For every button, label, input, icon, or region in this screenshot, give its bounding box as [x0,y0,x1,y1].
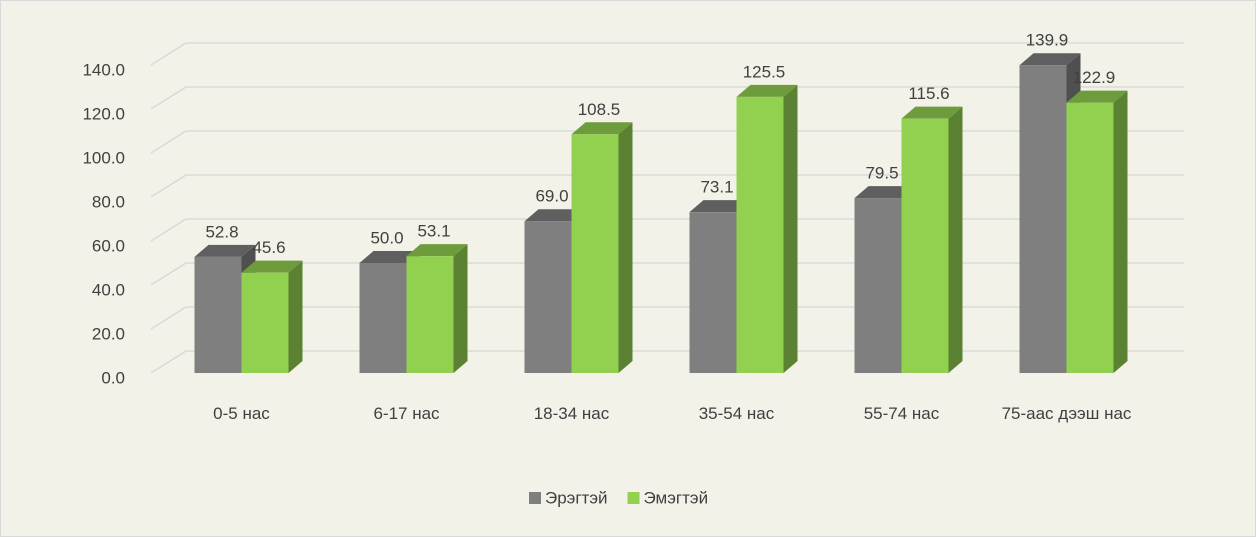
value-label: 79.5 [865,164,898,183]
bar-top [854,186,916,199]
value-label: 122.9 [1073,68,1116,87]
grid-line [150,350,1184,374]
x-tick-label: 18-34 нас [533,404,610,423]
bar-top [736,84,798,97]
y-tick-label: 0.0 [101,368,125,387]
bar [1066,102,1114,374]
grid-line [150,86,1184,110]
bar-top [571,122,633,135]
bar [194,256,242,373]
bar-top [194,244,256,257]
bar [736,96,784,374]
bar-top [1019,53,1081,66]
x-tick-label: 6-17 нас [373,404,440,423]
bar-top [1066,90,1128,103]
grid-line [150,42,1184,66]
value-label: 69.0 [535,187,568,206]
y-tick-label: 140.0 [82,60,125,79]
bar [571,134,619,373]
y-tick-label: 100.0 [82,148,125,167]
value-label: 52.8 [205,222,238,241]
legend-swatch [529,492,541,504]
bar-side [948,106,963,374]
grid-line [150,306,1184,330]
bar-side [453,244,468,373]
value-label: 53.1 [417,222,450,241]
value-label: 108.5 [578,100,621,119]
x-tick-label: 0-5 нас [213,404,270,423]
value-label: 73.1 [700,178,733,197]
x-tick-label: 75-аас дээш нас [1001,404,1132,423]
value-label: 50.0 [370,228,403,247]
bar [359,263,407,373]
bar [406,256,454,373]
bar [901,118,949,374]
y-tick-label: 120.0 [82,104,125,123]
value-label: 125.5 [743,62,786,81]
grid-line [150,130,1184,154]
bar-top [689,200,751,213]
bar [854,198,902,373]
x-tick-label: 55-74 нас [863,404,940,423]
bar [524,221,572,373]
y-tick-label: 20.0 [92,324,125,343]
x-tick-label: 35-54 нас [698,404,775,423]
value-label: 115.6 [908,84,949,103]
bar-top [524,209,586,222]
y-tick-label: 80.0 [92,192,125,211]
bar-top [359,251,421,263]
bar-top [901,106,963,119]
value-label: 139.9 [1026,31,1069,50]
y-tick-label: 60.0 [92,236,125,255]
bar-side [783,84,798,374]
grid-line [150,262,1184,286]
bar-top [406,244,468,257]
grid-line [150,218,1184,242]
bar-side [288,260,303,373]
bar [689,212,737,373]
bar-side [1113,90,1128,374]
legend-swatch [627,492,640,504]
y-tick-label: 40.0 [92,280,125,299]
legend-label: Эрэгтэй [545,488,608,507]
value-label: 45.6 [252,238,285,257]
bar [241,272,289,373]
grid-line [150,174,1184,198]
bar-top [241,260,303,273]
legend-label: Эмэгтэй [644,488,709,507]
bar [1019,65,1067,373]
bar-side [618,122,633,373]
